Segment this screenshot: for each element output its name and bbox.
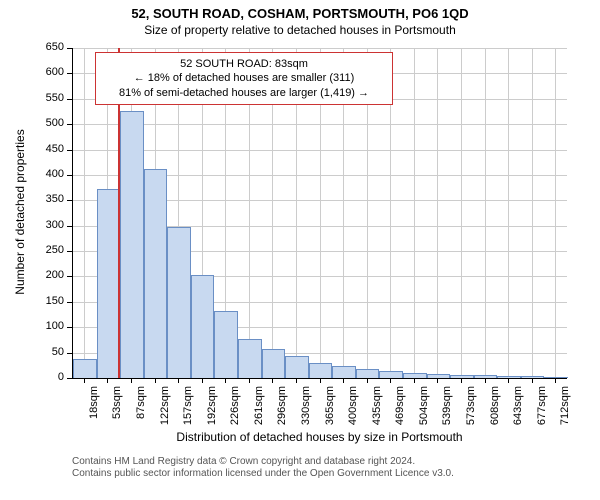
y-axis-label: Number of detached properties <box>13 122 27 302</box>
x-tick-label: 608sqm <box>489 386 501 430</box>
chart-subtitle: Size of property relative to detached ho… <box>0 21 600 37</box>
x-axis-label: Distribution of detached houses by size … <box>170 430 470 444</box>
x-tick-label: 469sqm <box>394 386 406 430</box>
y-axis <box>72 48 73 378</box>
y-tick-label: 0 <box>34 371 64 383</box>
x-axis <box>72 378 567 379</box>
y-tick-label: 500 <box>34 117 64 129</box>
histogram-bar <box>167 227 191 378</box>
footer-text: Contains HM Land Registry data © Crown c… <box>72 456 454 480</box>
x-tick-label: 539sqm <box>441 386 453 430</box>
y-tick-label: 550 <box>34 92 64 104</box>
footer-line-2: Contains public sector information licen… <box>72 468 454 480</box>
y-tick-label: 650 <box>34 41 64 53</box>
annotation-box: 52 SOUTH ROAD: 83sqm ← 18% of detached h… <box>95 52 393 105</box>
y-tick-label: 350 <box>34 193 64 205</box>
x-grid-line <box>84 48 85 378</box>
x-tick-label: 296sqm <box>276 386 288 430</box>
annotation-line-2: ← 18% of detached houses are smaller (31… <box>104 71 384 85</box>
histogram-bar <box>214 311 238 378</box>
x-grid-line <box>555 48 556 378</box>
x-tick-label: 712sqm <box>559 386 571 430</box>
x-tick-label: 53sqm <box>111 386 123 430</box>
x-grid-line <box>461 48 462 378</box>
histogram-bar <box>332 366 356 378</box>
x-grid-line <box>437 48 438 378</box>
histogram-bar <box>120 111 144 378</box>
x-tick-label: 330sqm <box>300 386 312 430</box>
chart-title: 52, SOUTH ROAD, COSHAM, PORTSMOUTH, PO6 … <box>0 0 600 21</box>
histogram-bar <box>262 349 286 378</box>
annotation-line-3: 81% of semi-detached houses are larger (… <box>104 86 384 100</box>
x-grid-line <box>414 48 415 378</box>
y-tick-label: 50 <box>34 346 64 358</box>
x-grid-line <box>508 48 509 378</box>
x-tick-label: 677sqm <box>536 386 548 430</box>
histogram-bar <box>73 359 97 378</box>
x-tick-label: 504sqm <box>418 386 430 430</box>
x-tick-label: 400sqm <box>347 386 359 430</box>
y-tick-label: 150 <box>34 295 64 307</box>
histogram-bar <box>144 169 168 378</box>
histogram-bar <box>97 189 121 378</box>
x-tick-label: 226sqm <box>229 386 241 430</box>
chart-container: 52, SOUTH ROAD, COSHAM, PORTSMOUTH, PO6 … <box>0 0 600 500</box>
annotation-line-1: 52 SOUTH ROAD: 83sqm <box>104 57 384 71</box>
y-tick-label: 450 <box>34 143 64 155</box>
y-tick-label: 100 <box>34 320 64 332</box>
histogram-bar <box>356 369 380 378</box>
y-tick-label: 600 <box>34 66 64 78</box>
histogram-bar <box>238 339 262 378</box>
x-tick-label: 573sqm <box>465 386 477 430</box>
y-tick-label: 400 <box>34 168 64 180</box>
x-tick-label: 435sqm <box>371 386 383 430</box>
x-tick-label: 18sqm <box>88 386 100 430</box>
x-tick-label: 192sqm <box>206 386 218 430</box>
y-tick-label: 200 <box>34 269 64 281</box>
histogram-bar <box>191 275 215 378</box>
y-tick-label: 250 <box>34 244 64 256</box>
x-tick-label: 261sqm <box>253 386 265 430</box>
x-grid-line <box>485 48 486 378</box>
histogram-bar <box>309 363 333 378</box>
footer-line-1: Contains HM Land Registry data © Crown c… <box>72 456 454 468</box>
x-tick-label: 365sqm <box>324 386 336 430</box>
x-grid-line <box>532 48 533 378</box>
y-tick-label: 300 <box>34 219 64 231</box>
x-tick-label: 157sqm <box>182 386 194 430</box>
histogram-bar <box>379 371 403 378</box>
x-tick-label: 122sqm <box>159 386 171 430</box>
x-tick-label: 87sqm <box>135 386 147 430</box>
histogram-bar <box>285 356 309 378</box>
x-tick-label: 643sqm <box>512 386 524 430</box>
